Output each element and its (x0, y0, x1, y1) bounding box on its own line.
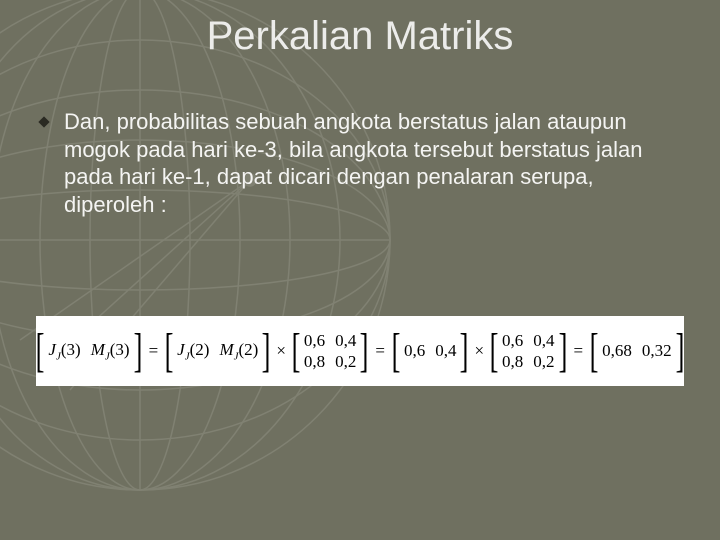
body-paragraph: Dan, probabilitas sebuah angkota berstat… (64, 108, 680, 218)
background-dish-graphic (0, 0, 400, 500)
bullet-item: Dan, probabilitas sebuah angkota berstat… (38, 108, 680, 218)
formula-image: [ JJ(3)MJ(3) ] = [ JJ(2)MJ(2) ] × [ 0,60… (36, 316, 684, 386)
diamond-bullet-icon (38, 116, 50, 128)
slide-title: Perkalian Matriks (0, 14, 720, 59)
